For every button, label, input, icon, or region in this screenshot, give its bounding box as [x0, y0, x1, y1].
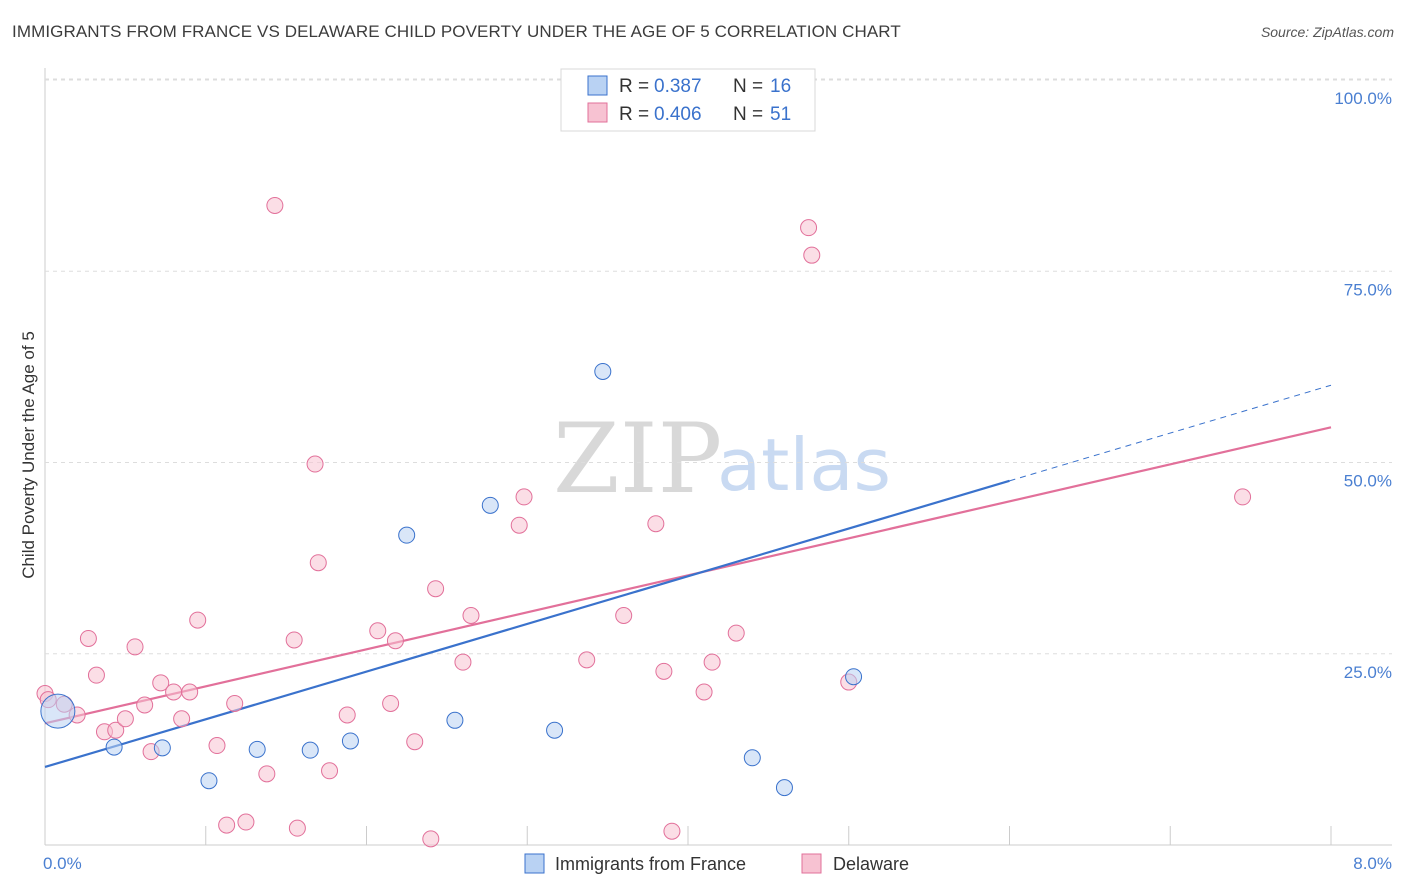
point-delaware	[309, 554, 327, 572]
point-delaware	[107, 721, 125, 739]
chart-title: IMMIGRANTS FROM FRANCE VS DELAWARE CHILD…	[12, 22, 901, 41]
bottom-legend-swatch-france	[524, 853, 545, 874]
legend-r-label-delaware: R =	[619, 104, 649, 125]
y-tick-label: 75.0%	[1344, 280, 1392, 299]
y-tick-label: 50.0%	[1344, 472, 1392, 491]
bottom-legend-label-france: Immigrants from France	[555, 854, 746, 874]
point-delaware	[136, 696, 154, 714]
trendline-france-extension	[1009, 384, 1332, 482]
point-delaware	[321, 762, 339, 780]
point-delaware	[427, 580, 445, 598]
y-tick-label: 25.0%	[1344, 663, 1392, 682]
point-delaware	[369, 622, 387, 640]
point-delaware	[116, 710, 134, 728]
point-delaware	[647, 515, 665, 533]
legend-swatch-france	[587, 75, 608, 96]
y-tick-label: 100.0%	[1334, 89, 1392, 108]
point-delaware	[218, 816, 236, 834]
point-delaware	[1234, 488, 1252, 506]
point-delaware	[406, 733, 424, 751]
legend-n-label-france: N =	[733, 76, 763, 97]
legend: R = 0.387 N = 16 R = 0.406 N = 51	[560, 68, 816, 132]
watermark-atlas: atlas	[717, 423, 891, 507]
point-delaware	[285, 631, 303, 649]
point-delaware	[800, 219, 818, 237]
point-france	[743, 749, 761, 767]
point-france	[153, 739, 171, 757]
point-france	[845, 668, 863, 686]
legend-n-label-delaware: N =	[733, 104, 763, 125]
point-delaware	[454, 653, 472, 671]
point-delaware	[515, 488, 533, 506]
point-france	[341, 732, 359, 750]
point-delaware	[226, 694, 244, 712]
point-delaware	[422, 830, 440, 848]
point-france	[398, 526, 416, 544]
point-delaware	[663, 822, 681, 840]
watermark-zip: ZIP	[553, 403, 722, 515]
legend-r-label-france: R =	[619, 76, 649, 97]
x-tick-label-min: 0.0%	[43, 854, 82, 873]
point-delaware	[578, 651, 596, 669]
point-france	[546, 721, 564, 739]
point-delaware	[189, 611, 207, 629]
point-france	[775, 779, 793, 797]
point-delaware	[727, 624, 745, 642]
point-delaware	[165, 683, 183, 701]
source-label: Source: ZipAtlas.com	[1260, 24, 1394, 40]
point-france	[594, 362, 612, 380]
point-delaware	[306, 455, 324, 473]
point-france	[200, 772, 218, 790]
legend-n-value-delaware: 51	[770, 104, 791, 125]
point-france	[301, 741, 319, 759]
point-delaware	[87, 666, 105, 684]
point-france	[40, 693, 76, 729]
point-delaware	[173, 710, 191, 728]
point-delaware	[615, 607, 633, 624]
point-delaware	[126, 638, 144, 656]
point-delaware	[208, 737, 226, 755]
legend-swatch-delaware	[587, 102, 608, 123]
point-delaware	[237, 813, 255, 831]
trendline-france	[44, 479, 1010, 769]
point-france	[248, 740, 266, 758]
point-france	[446, 711, 464, 729]
legend-r-value-delaware: 0.406	[654, 104, 702, 125]
point-delaware	[152, 674, 170, 692]
bottom-legend-swatch-delaware	[801, 853, 822, 874]
point-delaware	[258, 765, 276, 783]
point-france	[481, 496, 499, 514]
point-france	[105, 738, 123, 756]
point-delaware	[382, 694, 400, 712]
point-delaware	[803, 246, 821, 264]
point-delaware	[266, 196, 284, 214]
point-delaware	[181, 683, 199, 701]
point-delaware	[79, 629, 97, 647]
legend-n-value-france: 16	[770, 76, 791, 97]
point-delaware	[386, 632, 404, 650]
point-delaware	[703, 653, 721, 671]
point-delaware	[288, 819, 306, 837]
point-delaware	[462, 607, 480, 624]
bottom-legend: Immigrants from France Delaware	[524, 853, 909, 874]
point-delaware	[655, 662, 673, 680]
point-delaware	[510, 516, 528, 534]
legend-r-value-france: 0.387	[654, 76, 702, 97]
point-delaware	[338, 706, 356, 724]
y-axis-label: Child Poverty Under the Age of 5	[19, 331, 38, 579]
bottom-legend-label-delaware: Delaware	[833, 854, 909, 874]
x-tick-label-max: 8.0%	[1353, 854, 1392, 873]
point-delaware	[695, 683, 713, 701]
